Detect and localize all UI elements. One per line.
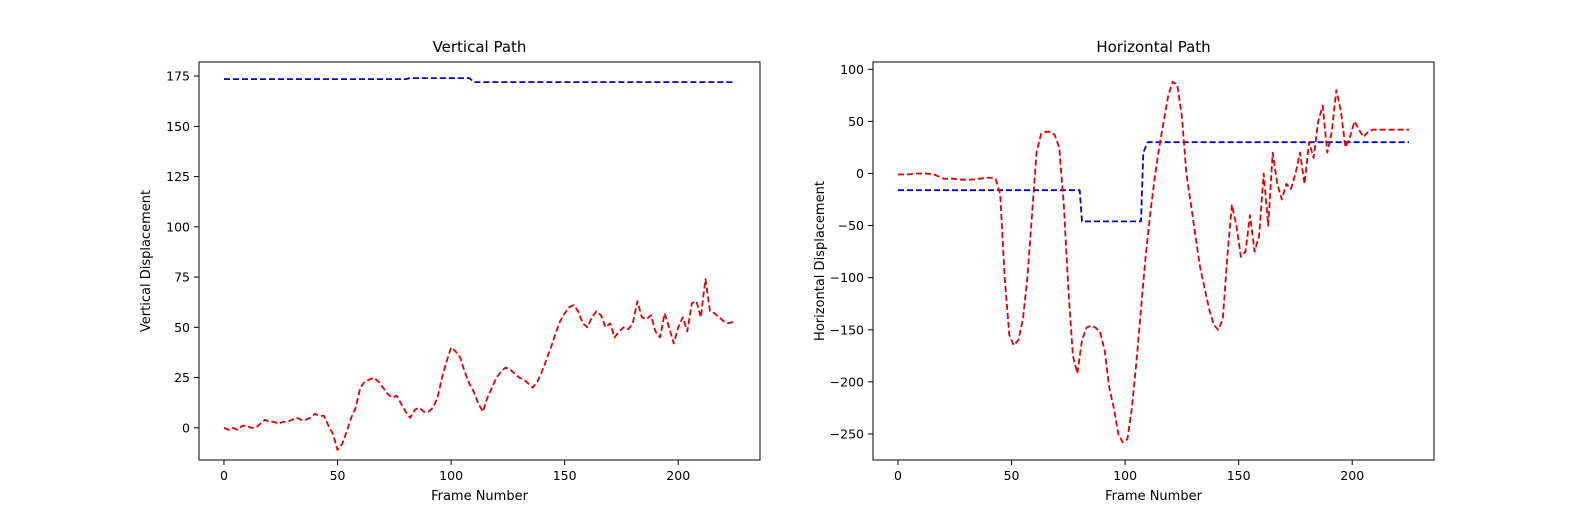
x-tick-label: 150 xyxy=(553,468,577,483)
x-tick-label: 50 xyxy=(1004,468,1020,483)
series-line-0 xyxy=(898,141,1409,223)
vertical-path-chart: 0 50 100 150 200 0 25 50 75 100 125 150 175 Vertical … xyxy=(139,38,761,504)
chart-title: Horizontal Path xyxy=(1096,38,1210,56)
x-tick-label: 200 xyxy=(1340,468,1364,483)
x-tick-label: 100 xyxy=(439,468,463,483)
x-tick-label: 100 xyxy=(1113,468,1137,483)
series-line-1 xyxy=(898,80,1409,444)
plot-frame xyxy=(872,61,1435,461)
y-tick-label: 150 xyxy=(166,119,190,134)
y-tick-label: −50 xyxy=(838,218,864,233)
y-tick-label: 175 xyxy=(166,69,190,84)
y-tick-label: −150 xyxy=(830,322,864,337)
y-tick-label: 100 xyxy=(840,62,864,77)
series-line-0 xyxy=(224,77,735,83)
x-tick-label: 0 xyxy=(220,468,228,483)
y-tick-label: −200 xyxy=(830,374,864,389)
y-axis-label: Vertical Displacement xyxy=(139,190,154,332)
x-tick-label: 150 xyxy=(1227,468,1251,483)
y-tick-label: −250 xyxy=(830,426,864,441)
y-tick-label: 50 xyxy=(174,320,190,335)
y-tick-label: 50 xyxy=(848,114,864,129)
y-tick-label: −100 xyxy=(830,270,864,285)
series-line-1 xyxy=(223,278,736,451)
y-tick-label: 100 xyxy=(166,219,190,234)
chart-title: Vertical Path xyxy=(433,38,527,56)
horizontal-path-chart: 0 50 100 150 200 100 50 0 −50 −100 −150 −200 −250 Hor… xyxy=(813,38,1435,504)
x-axis-label: Frame Number xyxy=(1105,489,1203,504)
plot-frame xyxy=(198,61,761,461)
x-axis-label: Frame Number xyxy=(431,489,529,504)
y-tick-label: 0 xyxy=(182,420,190,435)
y-tick-label: 0 xyxy=(856,166,864,181)
y-tick-label: 75 xyxy=(174,270,190,285)
x-tick-label: 50 xyxy=(330,468,346,483)
y-tick-label: 25 xyxy=(174,370,190,385)
x-tick-label: 200 xyxy=(666,468,690,483)
y-tick-label: 125 xyxy=(166,169,190,184)
x-tick-label: 0 xyxy=(894,468,902,483)
y-axis-label: Horizontal Displacement xyxy=(813,181,828,341)
